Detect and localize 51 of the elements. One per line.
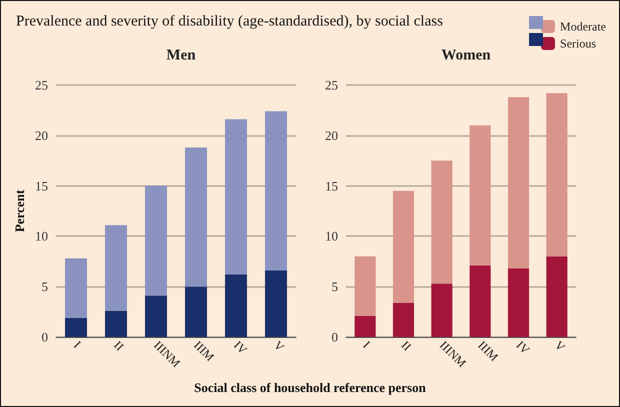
bar: [470, 265, 491, 337]
bar: [354, 256, 376, 316]
x-tick-label: IV: [514, 338, 533, 358]
bar: [105, 310, 127, 337]
bar: [508, 268, 530, 337]
bar: [185, 147, 207, 287]
legend-label: Serious: [560, 36, 596, 50]
y-tick-label: 15: [35, 178, 48, 194]
x-tick-label: II: [398, 338, 414, 354]
bar: [185, 286, 207, 337]
x-tick-label: V: [552, 338, 568, 354]
y-tick-label: 25: [325, 78, 338, 92]
x-tick-label: IV: [231, 338, 250, 358]
chart-title: Prevalence and severity of disability (age-standardised), by social class: [16, 14, 444, 30]
bar: [354, 316, 376, 337]
chart-subtitle: Men: [166, 48, 196, 64]
y-tick-label: 5: [42, 279, 48, 294]
x-tick-label: I: [71, 338, 84, 351]
bar: [546, 256, 568, 337]
bar: [225, 274, 247, 337]
y-tick-label: 5: [332, 279, 338, 294]
y-tick-label: 15: [325, 178, 338, 194]
bar: [145, 186, 167, 296]
y-tick-label: 10: [35, 228, 48, 244]
bar: [145, 296, 167, 337]
bar: [65, 258, 87, 318]
legend-label: Moderate: [560, 20, 606, 34]
y-tick-label: 25: [35, 78, 48, 92]
y-tick-label: 0: [332, 330, 338, 344]
bar: [546, 93, 568, 256]
y-tick-label: 10: [325, 228, 338, 244]
x-tick-label: I: [360, 338, 373, 351]
x-tick-label: II: [111, 338, 127, 354]
y-tick-label: 20: [325, 128, 338, 143]
bar: [265, 111, 287, 270]
bar: [392, 302, 414, 337]
x-tick-label: V: [271, 338, 288, 354]
y-axis-title: Percent: [12, 189, 27, 232]
y-tick-label: 0: [42, 330, 48, 344]
x-axis-title: Social class of household reference person: [194, 380, 427, 395]
bar: [65, 318, 87, 337]
bar: [431, 160, 452, 284]
bar: [392, 190, 414, 303]
bar: [470, 125, 491, 266]
bar: [508, 97, 530, 268]
y-tick-label: 20: [35, 128, 48, 143]
bar: [265, 270, 287, 337]
bar: [431, 284, 452, 337]
chart-subtitle: Women: [441, 48, 492, 64]
bar: [105, 225, 127, 311]
bar: [225, 119, 247, 275]
